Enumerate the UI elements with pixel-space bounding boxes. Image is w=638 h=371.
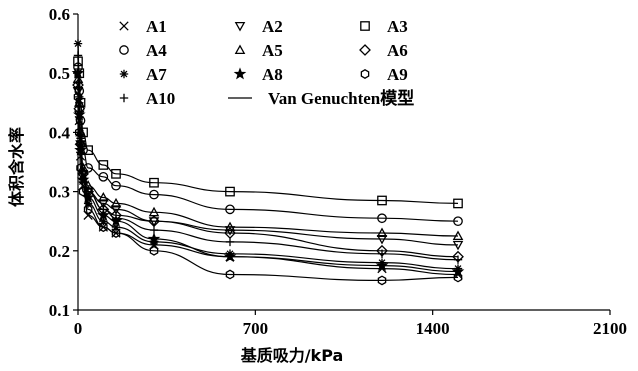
y-tick-label: 0.2: [49, 242, 70, 261]
legend-label-a9: A9: [387, 65, 408, 84]
legend-label-a6: A6: [387, 41, 408, 60]
point-a8: [72, 108, 86, 121]
legend-label-a8: A8: [262, 65, 283, 84]
point-a3: [149, 177, 159, 188]
point-a4: [377, 213, 387, 224]
point-a2: [452, 240, 464, 251]
point-a8: [223, 250, 237, 263]
legend-label-fit-model: Van Genuchten模型: [268, 88, 414, 108]
point-a4: [149, 189, 159, 200]
x-tick-label: 1400: [416, 319, 450, 338]
point-a5: [98, 191, 109, 202]
legend-marker-a8: [233, 67, 247, 80]
x-tick-label: 0: [74, 319, 83, 338]
point-a9: [99, 222, 108, 233]
y-tick-label: 0.5: [49, 64, 70, 83]
point-a2: [98, 199, 109, 209]
legend-label-a5: A5: [262, 41, 283, 60]
legend: A1 A2 A3 A4 A5 A6 A7 A8 A9 A10 Van Genuchten模型: [119, 17, 414, 108]
point-a4: [225, 204, 235, 215]
point-a5: [224, 221, 236, 232]
point-a10: [149, 225, 159, 235]
point-a7: [111, 222, 121, 232]
y-axis-title: 体积含水率: [7, 127, 26, 207]
point-a3: [98, 160, 109, 170]
point-a5: [110, 197, 122, 208]
y-tick-label: 0.3: [49, 183, 70, 202]
point-a9: [76, 162, 85, 173]
legend-marker-a4: [119, 45, 129, 55]
point-a7: [149, 237, 159, 247]
point-a7: [99, 217, 108, 226]
legend-marker-a6: [359, 44, 371, 56]
point-a7: [75, 92, 84, 102]
point-a3: [377, 195, 387, 206]
point-a10: [225, 237, 235, 247]
point-a9: [74, 127, 84, 138]
fit-curve-a2: [77, 90, 459, 246]
legend-marker-a1: [119, 21, 129, 31]
x-axis-title: 基质吸力/kPa: [240, 346, 344, 365]
point-a10: [111, 214, 121, 223]
y-tick-label: 0.6: [49, 5, 70, 24]
point-a10: [83, 187, 93, 196]
x-tick-label: 700: [243, 319, 269, 338]
fit-curve-a10: [77, 54, 459, 261]
fit-curve-a1: [77, 84, 459, 276]
point-a9: [453, 272, 463, 283]
point-a4: [98, 171, 109, 182]
point-a9: [149, 245, 159, 256]
legend-marker-a3: [360, 21, 370, 31]
legend-label-a3: A3: [387, 17, 408, 36]
y-tick-label: 0.1: [49, 301, 70, 320]
point-a2: [376, 234, 388, 245]
point-a2: [148, 217, 160, 227]
point-a8: [375, 258, 389, 271]
point-a9: [83, 204, 93, 215]
legend-label-a7: A7: [146, 65, 167, 84]
legend-label-a4: A4: [146, 41, 167, 60]
point-a4: [111, 180, 121, 191]
point-a2: [110, 205, 122, 215]
point-a3: [225, 186, 235, 197]
point-a5: [376, 227, 388, 238]
point-a10: [78, 169, 88, 179]
point-a9: [225, 269, 235, 280]
point-a4: [453, 216, 463, 227]
x-tick-label: 2100: [593, 319, 627, 338]
point-a3: [453, 198, 463, 209]
y-tick-label: 0.4: [49, 123, 71, 142]
point-a10: [453, 255, 463, 264]
point-a9: [377, 275, 387, 286]
point-a5: [452, 230, 464, 241]
point-a7: [83, 199, 93, 208]
legend-label-a10: A10: [146, 89, 175, 108]
axes: 0 700 1400 2100 0.1 0.2 0.3 0.4 0.5 0.6: [49, 5, 627, 338]
point-a9: [78, 186, 88, 197]
legend-marker-a2: [234, 21, 246, 32]
point-a8: [147, 232, 161, 245]
point-a8: [97, 208, 110, 221]
legend-marker-a5: [234, 44, 246, 55]
point-a8: [74, 143, 87, 156]
point-a3: [111, 168, 121, 179]
legend-marker-a9: [360, 69, 370, 79]
point-a8: [81, 190, 95, 203]
fit-curve-a9: [77, 96, 459, 282]
point-a8: [76, 173, 90, 186]
legend-marker-a7: [119, 69, 129, 79]
point-a10: [377, 249, 387, 258]
point-a9: [111, 228, 121, 238]
point-a10: [99, 205, 108, 214]
legend-marker-a10: [119, 93, 129, 103]
point-a10: [75, 98, 84, 107]
data-points: [71, 39, 465, 286]
legend-label-a1: A1: [146, 17, 167, 36]
legend-label-a2: A2: [262, 17, 283, 36]
